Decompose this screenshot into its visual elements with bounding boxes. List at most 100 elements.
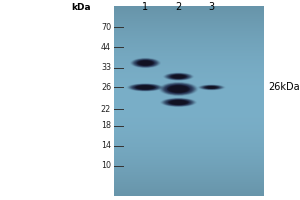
Ellipse shape [173,101,184,104]
Ellipse shape [177,76,180,77]
Ellipse shape [164,99,194,106]
Ellipse shape [141,61,150,65]
Ellipse shape [198,85,225,90]
Ellipse shape [175,76,182,78]
Ellipse shape [199,85,224,90]
Text: 1: 1 [142,2,148,12]
Ellipse shape [164,84,193,94]
Text: 70: 70 [101,22,111,31]
Ellipse shape [203,86,220,89]
Ellipse shape [142,62,149,64]
Ellipse shape [160,82,197,96]
Ellipse shape [166,84,191,94]
Ellipse shape [160,98,197,107]
Ellipse shape [134,59,157,67]
Ellipse shape [169,74,188,79]
Ellipse shape [175,88,182,90]
Ellipse shape [132,84,158,90]
Ellipse shape [143,62,148,64]
Ellipse shape [159,82,198,96]
Ellipse shape [136,60,155,66]
Ellipse shape [167,85,190,93]
Ellipse shape [178,102,179,103]
Ellipse shape [141,61,150,65]
Text: 44: 44 [101,43,111,51]
Ellipse shape [169,86,188,92]
Ellipse shape [211,87,212,88]
Ellipse shape [171,100,186,104]
Ellipse shape [165,73,192,80]
Ellipse shape [201,85,222,90]
Ellipse shape [174,75,183,78]
Ellipse shape [202,85,221,90]
Ellipse shape [164,73,193,81]
Text: 26: 26 [101,83,111,92]
Ellipse shape [205,86,218,89]
Ellipse shape [170,100,187,105]
Ellipse shape [138,86,153,89]
Ellipse shape [168,100,189,105]
Text: 2: 2 [176,2,182,12]
Ellipse shape [167,74,190,80]
Ellipse shape [206,86,217,89]
Ellipse shape [209,87,214,88]
Ellipse shape [137,60,154,66]
Ellipse shape [208,87,215,88]
Ellipse shape [134,59,158,67]
Ellipse shape [161,83,196,95]
Ellipse shape [133,85,157,90]
Ellipse shape [171,75,186,79]
Ellipse shape [173,101,184,104]
Ellipse shape [143,87,147,88]
Ellipse shape [172,101,185,104]
Ellipse shape [170,86,187,92]
Ellipse shape [174,75,183,78]
Ellipse shape [139,86,152,89]
Ellipse shape [129,84,161,91]
Ellipse shape [174,101,183,103]
Ellipse shape [169,100,188,105]
Ellipse shape [133,59,158,67]
Ellipse shape [139,61,152,65]
Ellipse shape [207,86,216,88]
Ellipse shape [170,74,187,79]
Ellipse shape [174,87,183,91]
Ellipse shape [131,58,160,68]
Ellipse shape [164,84,194,94]
Ellipse shape [144,62,147,64]
Ellipse shape [144,87,146,88]
Ellipse shape [202,85,220,89]
Ellipse shape [207,87,216,88]
Ellipse shape [130,58,161,68]
Ellipse shape [169,74,188,79]
Ellipse shape [178,76,179,77]
Ellipse shape [172,75,185,78]
Ellipse shape [204,86,219,89]
Ellipse shape [136,85,154,89]
Ellipse shape [142,87,148,88]
Ellipse shape [207,87,216,88]
Ellipse shape [176,88,181,90]
Text: 18: 18 [101,121,111,130]
Ellipse shape [127,83,164,92]
Ellipse shape [167,73,191,80]
Ellipse shape [173,75,184,78]
Ellipse shape [166,73,191,80]
Ellipse shape [162,98,195,107]
Ellipse shape [166,99,191,106]
Ellipse shape [175,102,182,103]
Ellipse shape [164,99,193,106]
Text: 22: 22 [101,104,111,114]
Ellipse shape [130,84,160,91]
Ellipse shape [176,102,181,103]
Text: 26kDa: 26kDa [268,82,300,92]
Ellipse shape [140,61,151,65]
Text: 10: 10 [101,162,111,170]
Text: 3: 3 [208,2,214,12]
Ellipse shape [134,85,156,90]
Ellipse shape [168,85,189,93]
Ellipse shape [140,86,151,89]
Ellipse shape [136,60,154,66]
Ellipse shape [200,85,223,90]
Ellipse shape [163,72,194,81]
